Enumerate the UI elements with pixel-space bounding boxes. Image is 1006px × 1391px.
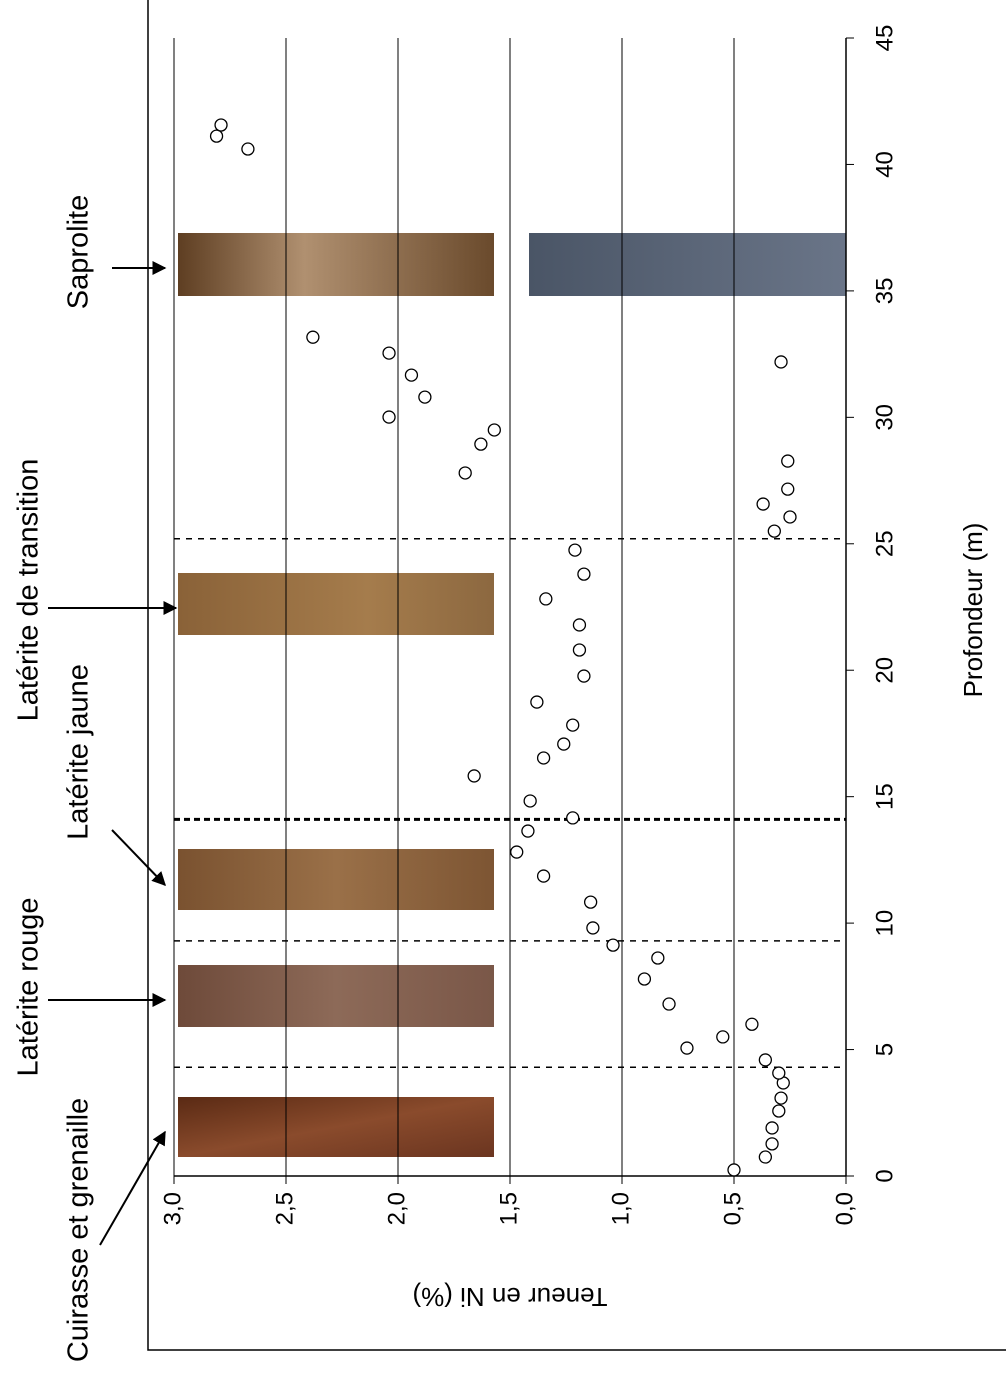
arrow bbox=[111, 829, 166, 887]
y-tick-label: 1,5 bbox=[495, 1192, 522, 1225]
data-point bbox=[758, 1053, 773, 1067]
x-tick-label: 25 bbox=[871, 530, 898, 557]
core-photo bbox=[178, 849, 494, 910]
data-point bbox=[566, 811, 580, 825]
data-point bbox=[606, 938, 620, 952]
layer-annotation: Latérite de transition bbox=[13, 459, 45, 722]
data-point bbox=[209, 129, 224, 143]
data-point bbox=[583, 895, 598, 909]
core-photo bbox=[178, 233, 494, 296]
y-tick-label: 2,0 bbox=[383, 1192, 410, 1225]
x-tick-label: 35 bbox=[871, 278, 898, 305]
y-tick-label: 0,5 bbox=[719, 1192, 746, 1225]
y-axis-label: Teneur en Ni (%) bbox=[412, 1282, 607, 1312]
data-point bbox=[474, 437, 488, 451]
data-point bbox=[781, 454, 795, 468]
data-point bbox=[727, 1163, 741, 1177]
data-point bbox=[530, 695, 544, 709]
data-point bbox=[783, 510, 797, 524]
core-photo bbox=[178, 573, 494, 635]
data-point bbox=[510, 845, 524, 859]
core-photo bbox=[178, 1097, 494, 1157]
data-point bbox=[745, 1017, 759, 1031]
data-point bbox=[382, 410, 396, 424]
data-point bbox=[774, 355, 788, 369]
data-point bbox=[536, 869, 551, 883]
data-point bbox=[772, 1066, 786, 1080]
x-tick-label: 10 bbox=[871, 910, 898, 937]
data-point bbox=[772, 1104, 786, 1118]
data-point bbox=[418, 390, 432, 404]
data-point bbox=[774, 1091, 788, 1105]
data-point bbox=[577, 669, 591, 683]
data-point bbox=[572, 618, 587, 632]
core-photos bbox=[178, 233, 846, 1157]
data-point bbox=[680, 1041, 694, 1055]
data-point bbox=[241, 142, 255, 156]
x-tick-label: 45 bbox=[871, 25, 898, 52]
data-point bbox=[651, 951, 665, 965]
data-point bbox=[523, 794, 537, 808]
arrows bbox=[48, 261, 178, 1246]
data-point bbox=[756, 497, 770, 511]
core-photo bbox=[529, 233, 846, 296]
data-point bbox=[716, 1030, 730, 1044]
layer-annotation: Saprolite bbox=[63, 195, 95, 309]
data-point bbox=[536, 751, 551, 765]
x-tick-label: 20 bbox=[871, 657, 898, 684]
data-point bbox=[487, 423, 501, 437]
data-point bbox=[467, 769, 481, 783]
data-point bbox=[662, 997, 676, 1011]
x-tick-label: 40 bbox=[871, 151, 898, 178]
layer-annotation: Cuirasse et grenaille bbox=[63, 1098, 95, 1362]
data-point bbox=[382, 346, 396, 360]
y-tick-label: 0,0 bbox=[831, 1192, 858, 1225]
data-point bbox=[557, 737, 571, 751]
core-photo bbox=[178, 965, 494, 1027]
x-tick-label: 15 bbox=[871, 783, 898, 810]
data-point bbox=[521, 824, 535, 838]
data-point bbox=[765, 1137, 779, 1151]
data-point bbox=[758, 1150, 773, 1164]
y-tick-label: 1,0 bbox=[607, 1192, 634, 1225]
data-point bbox=[577, 567, 591, 581]
data-point bbox=[458, 466, 472, 480]
data-point bbox=[404, 368, 419, 382]
data-point bbox=[637, 972, 652, 986]
data-point bbox=[568, 543, 582, 557]
layer-annotation: Latérite jaune bbox=[63, 664, 95, 840]
data-point bbox=[767, 524, 781, 538]
data-point bbox=[566, 718, 580, 732]
y-tick-label: 2,5 bbox=[271, 1192, 298, 1225]
x-tick-label: 30 bbox=[871, 404, 898, 431]
data-point bbox=[539, 592, 553, 606]
data-point bbox=[306, 330, 320, 344]
data-point bbox=[586, 921, 600, 935]
data-point bbox=[781, 482, 795, 496]
data-point bbox=[214, 118, 228, 132]
frame bbox=[147, 0, 1006, 1351]
y-tick-label: 3,0 bbox=[159, 1192, 186, 1225]
data-point bbox=[765, 1121, 779, 1135]
data-point bbox=[572, 643, 587, 657]
layer-annotation: Latérite rouge bbox=[13, 898, 45, 1077]
arrow bbox=[99, 1130, 166, 1246]
x-tick-label: 5 bbox=[871, 1043, 898, 1056]
x-axis-label: Profondeur (m) bbox=[958, 523, 988, 698]
x-tick-label: 0 bbox=[871, 1169, 898, 1182]
